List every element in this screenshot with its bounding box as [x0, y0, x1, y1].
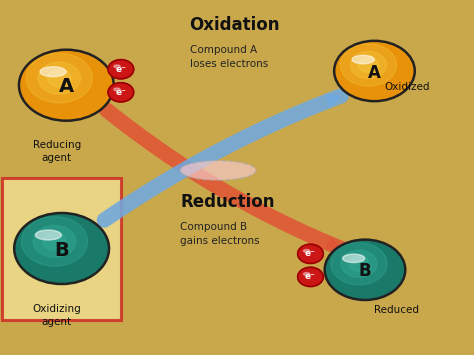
Circle shape — [325, 240, 405, 300]
Ellipse shape — [352, 55, 374, 64]
Ellipse shape — [114, 65, 120, 68]
Text: Reduction: Reduction — [180, 193, 274, 211]
Circle shape — [358, 58, 378, 72]
Text: Oxidizing
agent: Oxidizing agent — [33, 304, 81, 327]
Circle shape — [33, 225, 76, 257]
Text: e⁻: e⁻ — [305, 249, 316, 258]
Text: e⁻: e⁻ — [116, 65, 126, 74]
Circle shape — [47, 69, 71, 87]
Circle shape — [334, 41, 415, 101]
Circle shape — [26, 53, 92, 103]
Circle shape — [350, 51, 386, 78]
Text: B: B — [359, 262, 371, 280]
Text: e⁻: e⁻ — [305, 272, 316, 282]
Circle shape — [349, 256, 369, 271]
Bar — [2, 178, 121, 320]
Circle shape — [14, 213, 109, 284]
Circle shape — [341, 250, 377, 277]
Ellipse shape — [303, 273, 310, 275]
Ellipse shape — [303, 250, 310, 252]
Ellipse shape — [40, 67, 66, 77]
Text: e⁻: e⁻ — [116, 88, 126, 97]
Text: Compound A
loses electrons: Compound A loses electrons — [190, 45, 268, 69]
Circle shape — [21, 217, 88, 266]
Ellipse shape — [114, 88, 120, 91]
Ellipse shape — [343, 254, 365, 263]
Circle shape — [43, 233, 66, 250]
Text: Oxidation: Oxidation — [190, 16, 280, 34]
Ellipse shape — [180, 160, 256, 180]
Circle shape — [298, 267, 323, 286]
Text: A: A — [59, 77, 74, 97]
Text: B: B — [54, 241, 69, 260]
Circle shape — [108, 60, 134, 79]
Ellipse shape — [35, 230, 62, 240]
Text: Reducing
agent: Reducing agent — [33, 140, 81, 163]
Text: Compound B
gains electrons: Compound B gains electrons — [180, 222, 260, 246]
Circle shape — [38, 62, 81, 94]
Text: Oxidized: Oxidized — [384, 82, 429, 92]
Circle shape — [108, 83, 134, 102]
Circle shape — [331, 243, 387, 285]
Circle shape — [298, 244, 323, 263]
Circle shape — [19, 50, 114, 121]
Text: A: A — [368, 64, 381, 82]
Circle shape — [340, 44, 397, 86]
Text: Reduced: Reduced — [374, 305, 419, 315]
